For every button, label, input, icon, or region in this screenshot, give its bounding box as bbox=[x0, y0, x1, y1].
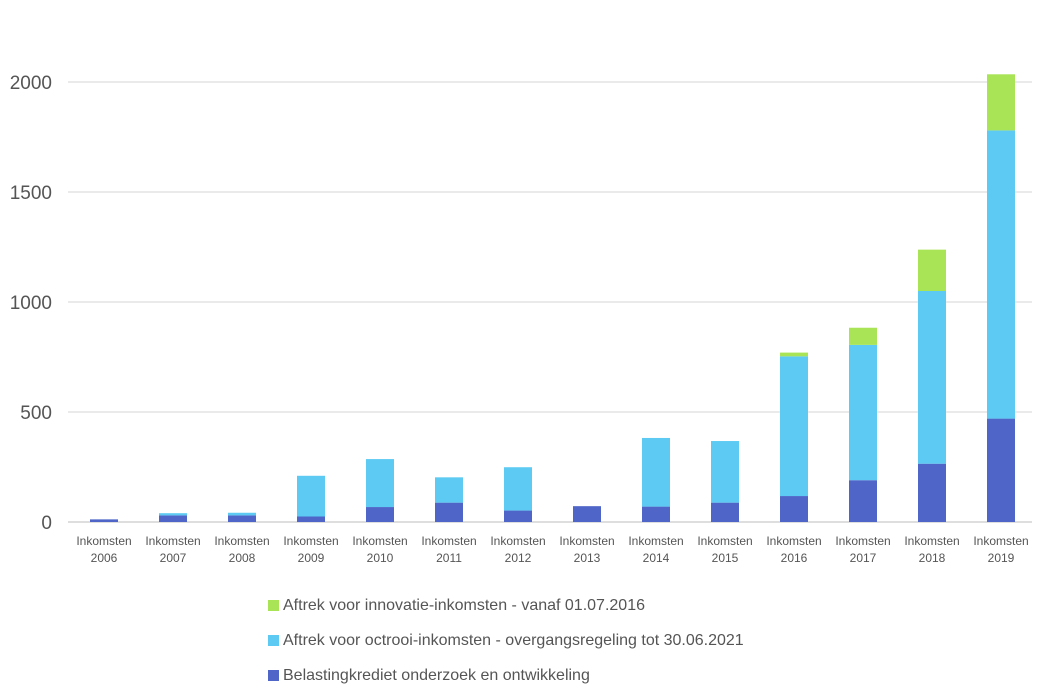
x-tick-label: Inkomsten bbox=[214, 534, 269, 548]
x-tick-label: 2010 bbox=[367, 551, 394, 565]
x-tick-label: 2011 bbox=[436, 551, 462, 565]
bar-segment bbox=[297, 475, 325, 517]
bar-segment bbox=[573, 506, 601, 522]
x-tick-label: 2009 bbox=[298, 551, 325, 565]
x-tick-label: Inkomsten bbox=[490, 534, 545, 548]
bar-segment bbox=[711, 502, 739, 522]
bar-segment bbox=[504, 467, 532, 511]
legend-item: Aftrek voor innovatie-inkomsten - vanaf … bbox=[268, 588, 744, 623]
bar-segment bbox=[228, 512, 256, 516]
legend: Aftrek voor innovatie-inkomsten - vanaf … bbox=[268, 588, 744, 693]
x-tick-label: Inkomsten bbox=[766, 534, 821, 548]
y-tick-label: 2000 bbox=[10, 73, 52, 94]
x-tick-label: 2007 bbox=[160, 551, 187, 565]
x-tick-label: Inkomsten bbox=[283, 534, 338, 548]
x-axis: Inkomsten 2006 Inkomsten 2007 Inkomsten 2008 I… bbox=[76, 534, 1028, 565]
bar-segment bbox=[366, 459, 394, 508]
legend-label: Aftrek voor octrooi-inkomsten - overgang… bbox=[283, 631, 744, 649]
bar-segment bbox=[90, 519, 118, 522]
legend-swatch bbox=[268, 635, 279, 646]
x-tick-label: 2008 bbox=[229, 551, 256, 565]
x-tick-label: Inkomsten bbox=[628, 534, 683, 548]
bar-segment bbox=[159, 515, 187, 522]
x-tick-label: Inkomsten bbox=[76, 534, 131, 548]
bar-segment bbox=[918, 249, 946, 291]
gridlines bbox=[68, 81, 1032, 523]
y-tick-label: 1500 bbox=[10, 183, 52, 204]
bar-segment bbox=[780, 496, 808, 522]
bar-segment bbox=[435, 477, 463, 503]
y-axis: 0 500 1000 1500 2000 bbox=[10, 73, 52, 534]
x-tick-label: 2016 bbox=[781, 551, 808, 565]
bar-segment bbox=[918, 463, 946, 522]
x-tick-label: Inkomsten bbox=[559, 534, 614, 548]
legend-swatch bbox=[268, 600, 279, 611]
bar-segment bbox=[987, 418, 1015, 522]
x-tick-label: 2018 bbox=[919, 551, 946, 565]
bar-segment bbox=[849, 344, 877, 481]
bar-segment bbox=[987, 130, 1015, 419]
x-tick-label: Inkomsten bbox=[697, 534, 752, 548]
bar-segment bbox=[987, 74, 1015, 131]
x-tick-label: Inkomsten bbox=[421, 534, 476, 548]
bar-segment bbox=[504, 510, 532, 522]
x-tick-label: Inkomsten bbox=[835, 534, 890, 548]
bar-segment bbox=[642, 506, 670, 522]
bar-segment bbox=[159, 513, 187, 516]
bar-segment bbox=[297, 516, 325, 522]
y-tick-label: 1000 bbox=[10, 293, 52, 314]
x-tick-label: 2006 bbox=[91, 551, 118, 565]
bar-segment bbox=[780, 352, 808, 357]
legend-item: Belastingkrediet onderzoek en ontwikkeli… bbox=[268, 658, 744, 693]
x-tick-label: 2017 bbox=[850, 551, 877, 565]
legend-label: Aftrek voor innovatie-inkomsten - vanaf … bbox=[283, 596, 645, 614]
bar-segment bbox=[366, 507, 394, 522]
bar-segment bbox=[918, 291, 946, 464]
x-tick-label: Inkomsten bbox=[145, 534, 200, 548]
x-tick-label: Inkomsten bbox=[352, 534, 407, 548]
y-tick-label: 0 bbox=[41, 513, 52, 534]
x-tick-label: 2012 bbox=[505, 551, 532, 565]
x-tick-label: 2015 bbox=[712, 551, 739, 565]
bar-segment bbox=[435, 502, 463, 522]
legend-label: Belastingkrediet onderzoek en ontwikkeli… bbox=[283, 666, 590, 684]
bars bbox=[90, 74, 1015, 522]
legend-item: Aftrek voor octrooi-inkomsten - overgang… bbox=[268, 623, 744, 658]
x-tick-label: 2019 bbox=[988, 551, 1015, 565]
bar-segment bbox=[711, 441, 739, 503]
legend-swatch bbox=[268, 670, 279, 681]
bar-segment bbox=[849, 327, 877, 345]
stacked-bar-chart: 0 500 1000 1500 2000 Inkomsten 2006 Inkomsten 2… bbox=[10, 73, 1032, 565]
x-tick-label: 2013 bbox=[574, 551, 601, 565]
bar-segment bbox=[849, 480, 877, 522]
bar-segment bbox=[228, 515, 256, 522]
x-tick-label: Inkomsten bbox=[973, 534, 1028, 548]
y-tick-label: 500 bbox=[20, 403, 52, 424]
x-tick-label: 2014 bbox=[643, 551, 670, 565]
bar-segment bbox=[780, 356, 808, 497]
x-tick-label: Inkomsten bbox=[904, 534, 959, 548]
bar-segment bbox=[642, 437, 670, 507]
